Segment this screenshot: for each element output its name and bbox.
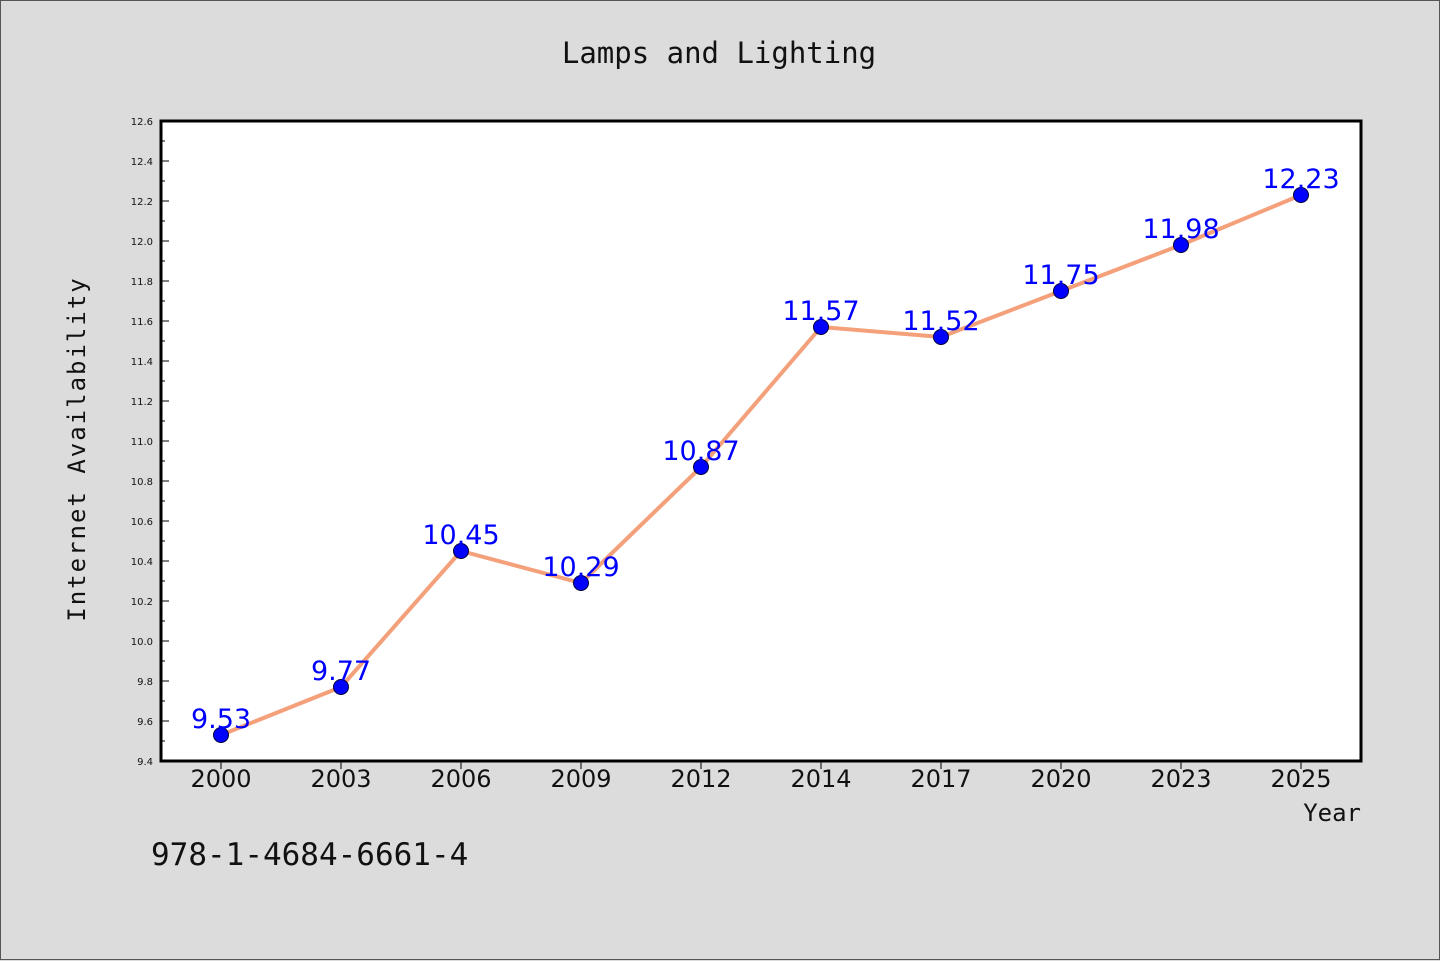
y-tick-label: 10.4 (131, 557, 153, 568)
y-tick-label: 11.6 (131, 317, 153, 328)
y-tick-label: 12.0 (131, 237, 153, 248)
x-tick-label: 2009 (550, 765, 611, 793)
data-point (813, 319, 829, 335)
data-label: 11.98 (1142, 214, 1219, 245)
x-tick-label: 2003 (310, 765, 371, 793)
x-tick-label: 2017 (910, 765, 971, 793)
y-tick-label: 11.0 (131, 437, 153, 448)
x-tick-label: 2023 (1150, 765, 1211, 793)
x-tick-label: 2014 (790, 765, 851, 793)
plot-area (159, 119, 1363, 763)
y-tick-label: 10.6 (131, 517, 153, 528)
series-line (220, 193, 1302, 737)
data-point (213, 727, 229, 743)
x-tick-label: 2025 (1270, 765, 1331, 793)
data-point (1053, 283, 1069, 299)
data-point (1293, 187, 1309, 203)
data-label: 9.77 (311, 656, 371, 687)
data-point (453, 543, 469, 559)
data-label: 9.53 (191, 704, 251, 735)
y-tick-label: 10.0 (131, 637, 153, 648)
x-tick-label: 2020 (1030, 765, 1091, 793)
x-axis-label: Year (1303, 799, 1361, 827)
y-tick-label: 11.2 (131, 397, 153, 408)
y-tick-label: 11.4 (131, 357, 153, 368)
data-label: 12.23 (1262, 164, 1339, 195)
data-point (693, 459, 709, 475)
data-label: 10.87 (662, 436, 739, 467)
series-layer: 9.53 9.77 10.45 10.29 10.87 11.57 11.52 11.75 11… (191, 164, 1340, 743)
y-axis-label: Internet Availability (63, 276, 91, 621)
y-tick-label: 9.6 (137, 717, 153, 728)
x-tick-label: 2000 (190, 765, 251, 793)
data-point (333, 679, 349, 695)
data-label: 11.75 (1022, 260, 1099, 291)
y-tick-label: 12.4 (131, 157, 153, 168)
y-axis-ticks: 9.4 9.6 9.8 10.0 10.2 10.4 10.6 10.8 11.0 11.2 11.… (131, 117, 169, 768)
isbn-annotation: 978-1-4684-6661-4 (151, 837, 468, 873)
y-tick-label: 10.2 (131, 597, 153, 608)
data-label: 10.45 (422, 520, 499, 551)
chart-title: Lamps and Lighting (562, 36, 876, 70)
data-label: 11.57 (782, 296, 859, 327)
data-point (1173, 237, 1189, 253)
y-tick-label: 11.8 (131, 277, 153, 288)
data-label: 10.29 (542, 552, 619, 583)
data-point (933, 329, 949, 345)
y-tick-label: 12.6 (131, 117, 153, 128)
x-tick-label: 2012 (670, 765, 731, 793)
data-point (573, 575, 589, 591)
y-tick-label: 9.4 (137, 757, 153, 768)
y-tick-label: 9.8 (137, 677, 153, 688)
y-tick-label: 10.8 (131, 477, 153, 488)
data-label: 11.52 (902, 306, 979, 337)
x-axis-ticks: 2000 2003 2006 2009 2012 2014 2017 2020 2023 2025 (190, 761, 1332, 793)
x-tick-label: 2006 (430, 765, 491, 793)
y-tick-label: 12.2 (131, 197, 153, 208)
